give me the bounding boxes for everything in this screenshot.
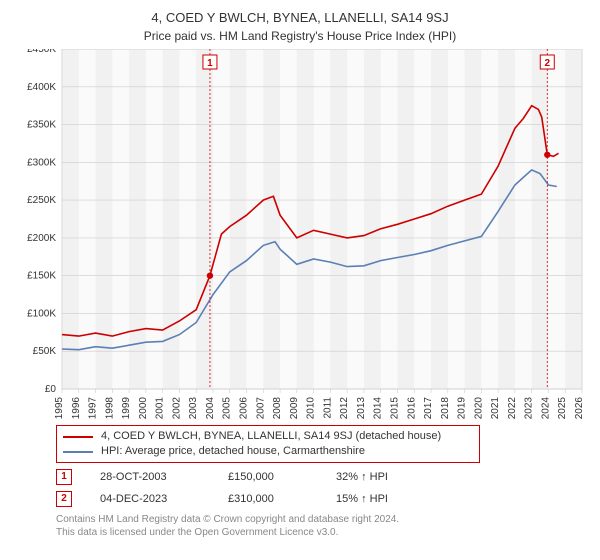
svg-text:2012: 2012: [339, 397, 350, 419]
svg-text:2021: 2021: [490, 397, 501, 419]
marker-date: 04-DEC-2023: [100, 493, 200, 505]
svg-text:2017: 2017: [423, 397, 434, 419]
legend-item: 4, COED Y BWLCH, BYNEA, LLANELLI, SA14 9…: [63, 429, 473, 444]
legend-label: 4, COED Y BWLCH, BYNEA, LLANELLI, SA14 9…: [101, 429, 441, 444]
svg-text:2007: 2007: [255, 397, 266, 419]
svg-text:2003: 2003: [188, 397, 199, 419]
svg-text:1999: 1999: [121, 397, 132, 419]
legend-label: HPI: Average price, detached house, Carm…: [101, 444, 365, 459]
svg-text:2013: 2013: [356, 397, 367, 419]
svg-text:£400K: £400K: [27, 82, 56, 93]
svg-text:2019: 2019: [457, 397, 468, 419]
svg-text:2014: 2014: [373, 397, 384, 419]
marker-table: 1 28-OCT-2003 £150,000 32% ↑ HPI 2 04-DEC-202…: [56, 469, 588, 507]
svg-text:2024: 2024: [540, 397, 551, 419]
svg-text:£100K: £100K: [27, 308, 56, 319]
svg-text:2011: 2011: [322, 397, 333, 419]
marker-date: 28-OCT-2003: [100, 471, 200, 483]
svg-text:1: 1: [207, 58, 213, 69]
svg-text:2002: 2002: [171, 397, 182, 419]
svg-text:2009: 2009: [289, 397, 300, 419]
chart-title: 4, COED Y BWLCH, BYNEA, LLANELLI, SA14 9…: [12, 10, 588, 25]
svg-text:2000: 2000: [138, 397, 149, 419]
legend-swatch: [63, 436, 93, 438]
svg-text:£350K: £350K: [27, 120, 56, 131]
legend-item: HPI: Average price, detached house, Carm…: [63, 444, 473, 459]
footer-line-1: Contains HM Land Registry data © Crown c…: [56, 513, 588, 526]
legend-swatch: [63, 451, 93, 453]
marker-delta: 15% ↑ HPI: [336, 493, 436, 505]
footer: Contains HM Land Registry data © Crown c…: [56, 513, 588, 539]
svg-text:2008: 2008: [272, 397, 283, 419]
marker-price: £150,000: [228, 471, 308, 483]
svg-text:1998: 1998: [104, 397, 115, 419]
footer-line-2: This data is licensed under the Open Gov…: [56, 526, 588, 539]
svg-text:1995: 1995: [54, 397, 65, 419]
marker-row: 1 28-OCT-2003 £150,000 32% ↑ HPI: [56, 469, 588, 485]
svg-text:2023: 2023: [524, 397, 535, 419]
marker-row: 2 04-DEC-2023 £310,000 15% ↑ HPI: [56, 491, 588, 507]
svg-text:2018: 2018: [440, 397, 451, 419]
svg-text:£450K: £450K: [27, 49, 56, 55]
svg-text:2016: 2016: [406, 397, 417, 419]
chart: £0 £50K £100K £150K £200K £250K £300K £350K £400…: [12, 49, 588, 419]
svg-text:2026: 2026: [574, 397, 585, 419]
svg-text:£300K: £300K: [27, 157, 56, 168]
marker-price: £310,000: [228, 493, 308, 505]
svg-text:2020: 2020: [473, 397, 484, 419]
svg-text:2010: 2010: [306, 397, 317, 419]
svg-text:1997: 1997: [88, 397, 99, 419]
marker-number-box: 1: [56, 469, 72, 485]
svg-text:£50K: £50K: [33, 346, 57, 357]
svg-text:2001: 2001: [155, 397, 166, 419]
svg-text:2025: 2025: [557, 397, 568, 419]
svg-text:2006: 2006: [239, 397, 250, 419]
marker-number-box: 2: [56, 491, 72, 507]
marker-delta: 32% ↑ HPI: [336, 471, 436, 483]
svg-text:2004: 2004: [205, 397, 216, 419]
svg-text:2015: 2015: [389, 397, 400, 419]
svg-text:£0: £0: [45, 384, 57, 395]
chart-subtitle: Price paid vs. HM Land Registry's House …: [12, 29, 588, 43]
legend: 4, COED Y BWLCH, BYNEA, LLANELLI, SA14 9…: [56, 425, 480, 463]
svg-text:£200K: £200K: [27, 233, 56, 244]
svg-text:2005: 2005: [222, 397, 233, 419]
svg-text:2022: 2022: [507, 397, 518, 419]
svg-text:£150K: £150K: [27, 271, 56, 282]
svg-text:2: 2: [544, 58, 550, 69]
svg-text:£250K: £250K: [27, 195, 56, 206]
svg-text:1996: 1996: [71, 397, 82, 419]
